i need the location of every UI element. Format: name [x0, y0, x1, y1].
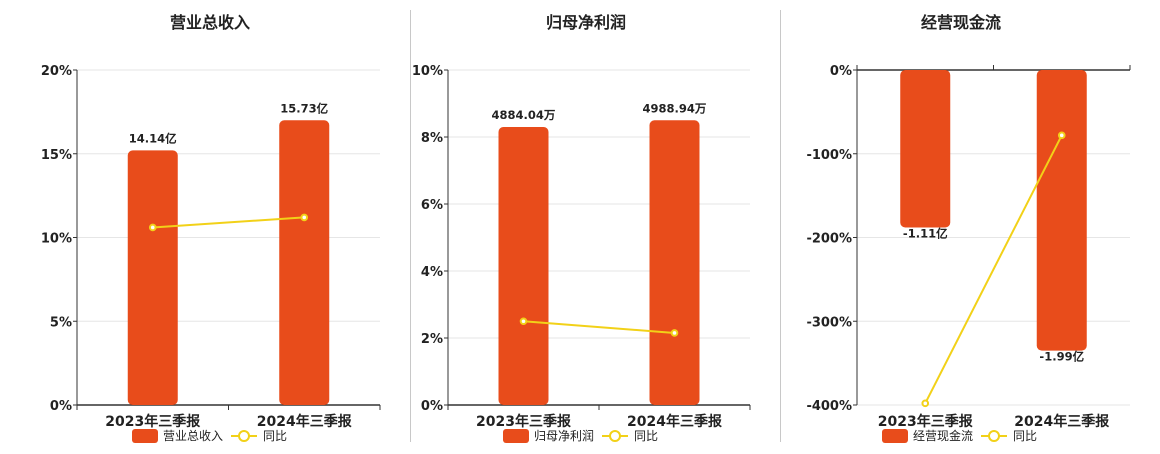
- data-label: 14.14亿: [129, 131, 177, 145]
- data-label: -1.99亿: [1039, 350, 1084, 364]
- y-tick-label: -200%: [806, 232, 852, 247]
- y-tick-label: 4%: [421, 265, 443, 280]
- bar: [649, 120, 700, 405]
- legend-bar-label: 归母净利润: [534, 429, 594, 443]
- line-point: [670, 329, 679, 337]
- x-tick-label: 2024年三季报: [627, 413, 722, 430]
- y-tick-label: 15%: [41, 148, 72, 163]
- data-label: 4884.04万: [492, 108, 556, 122]
- x-tick-label: 2023年三季报: [476, 413, 571, 430]
- chart-title: 归母净利润: [546, 13, 626, 32]
- x-tick-label: 2023年三季报: [878, 413, 973, 430]
- series-line: [152, 216, 305, 229]
- legend-bar-swatch: [882, 429, 908, 443]
- cashflow-chart-panel: 经营现金流 0% -100% -200% -300% -400% -1.11亿 -1.99亿 2…: [781, 0, 1160, 450]
- line-point: [1057, 131, 1066, 140]
- y-tick-label: -300%: [806, 315, 852, 330]
- line-point: [921, 399, 930, 408]
- series-line: [924, 134, 1063, 404]
- legend-line-marker: [238, 430, 250, 442]
- bar: [900, 70, 951, 228]
- y-tick-label: 0%: [830, 64, 852, 79]
- y-tick-label: 8%: [421, 131, 443, 146]
- bar: [279, 120, 330, 405]
- legend-line-label: 同比: [263, 429, 287, 443]
- y-tick-label: 6%: [421, 198, 443, 213]
- y-tick-label: 20%: [41, 64, 72, 79]
- y-tick-label: 10%: [41, 232, 72, 247]
- bar: [1036, 70, 1087, 351]
- legend-bar-swatch: [132, 429, 158, 443]
- chart-svg: 归母净利润 0% 2% 4% 6% 8% 10% 4884.04万 4988.94万 2023年三…: [412, 13, 751, 443]
- legend-bar-swatch: [503, 429, 529, 443]
- x-tick-label: 2024年三季报: [1014, 413, 1109, 430]
- y-tick-label: -100%: [806, 148, 852, 163]
- chart-title: 营业总收入: [170, 13, 250, 32]
- panel-divider: [410, 10, 411, 442]
- legend-line-marker: [609, 430, 621, 442]
- chart-svg: 经营现金流 0% -100% -200% -300% -400% -1.11亿 -1.99亿 2…: [806, 13, 1131, 443]
- line-point: [519, 317, 528, 326]
- net-profit-chart-panel: 归母净利润 0% 2% 4% 6% 8% 10% 4884.04万 4988.94万 2023年三…: [411, 0, 780, 450]
- data-label: 4988.94万: [643, 101, 707, 115]
- legend-line-label: 同比: [634, 429, 658, 443]
- y-tick-label: 2%: [421, 332, 443, 347]
- data-label: -1.11亿: [903, 226, 948, 240]
- legend-bar-label: 营业总收入: [163, 429, 223, 443]
- revenue-chart-panel: 营业总收入 0% 5% 10% 15% 20% 14.14亿 15.73亿 2023年三季报 20…: [0, 0, 410, 450]
- chart-svg: 营业总收入 0% 5% 10% 15% 20% 14.14亿 15.73亿 2023年三季报 20…: [41, 13, 381, 443]
- legend-line-label: 同比: [1013, 429, 1037, 443]
- bar: [127, 150, 178, 405]
- legend-line-marker: [988, 430, 1000, 442]
- legend-bar-label: 经营现金流: [913, 428, 973, 443]
- chart-title: 经营现金流: [921, 13, 1001, 32]
- bar: [498, 126, 549, 405]
- x-tick-label: 2023年三季报: [105, 413, 200, 430]
- y-tick-label: 10%: [412, 64, 443, 79]
- line-point: [300, 213, 309, 222]
- line-point: [148, 223, 157, 232]
- y-tick-label: 0%: [50, 399, 72, 414]
- panel-divider: [780, 10, 781, 442]
- series-line: [523, 320, 675, 334]
- y-tick-label: 0%: [421, 399, 443, 414]
- y-tick-label: 5%: [50, 315, 72, 330]
- x-tick-label: 2024年三季报: [257, 413, 352, 430]
- y-tick-label: -400%: [806, 399, 852, 414]
- data-label: 15.73亿: [280, 101, 328, 115]
